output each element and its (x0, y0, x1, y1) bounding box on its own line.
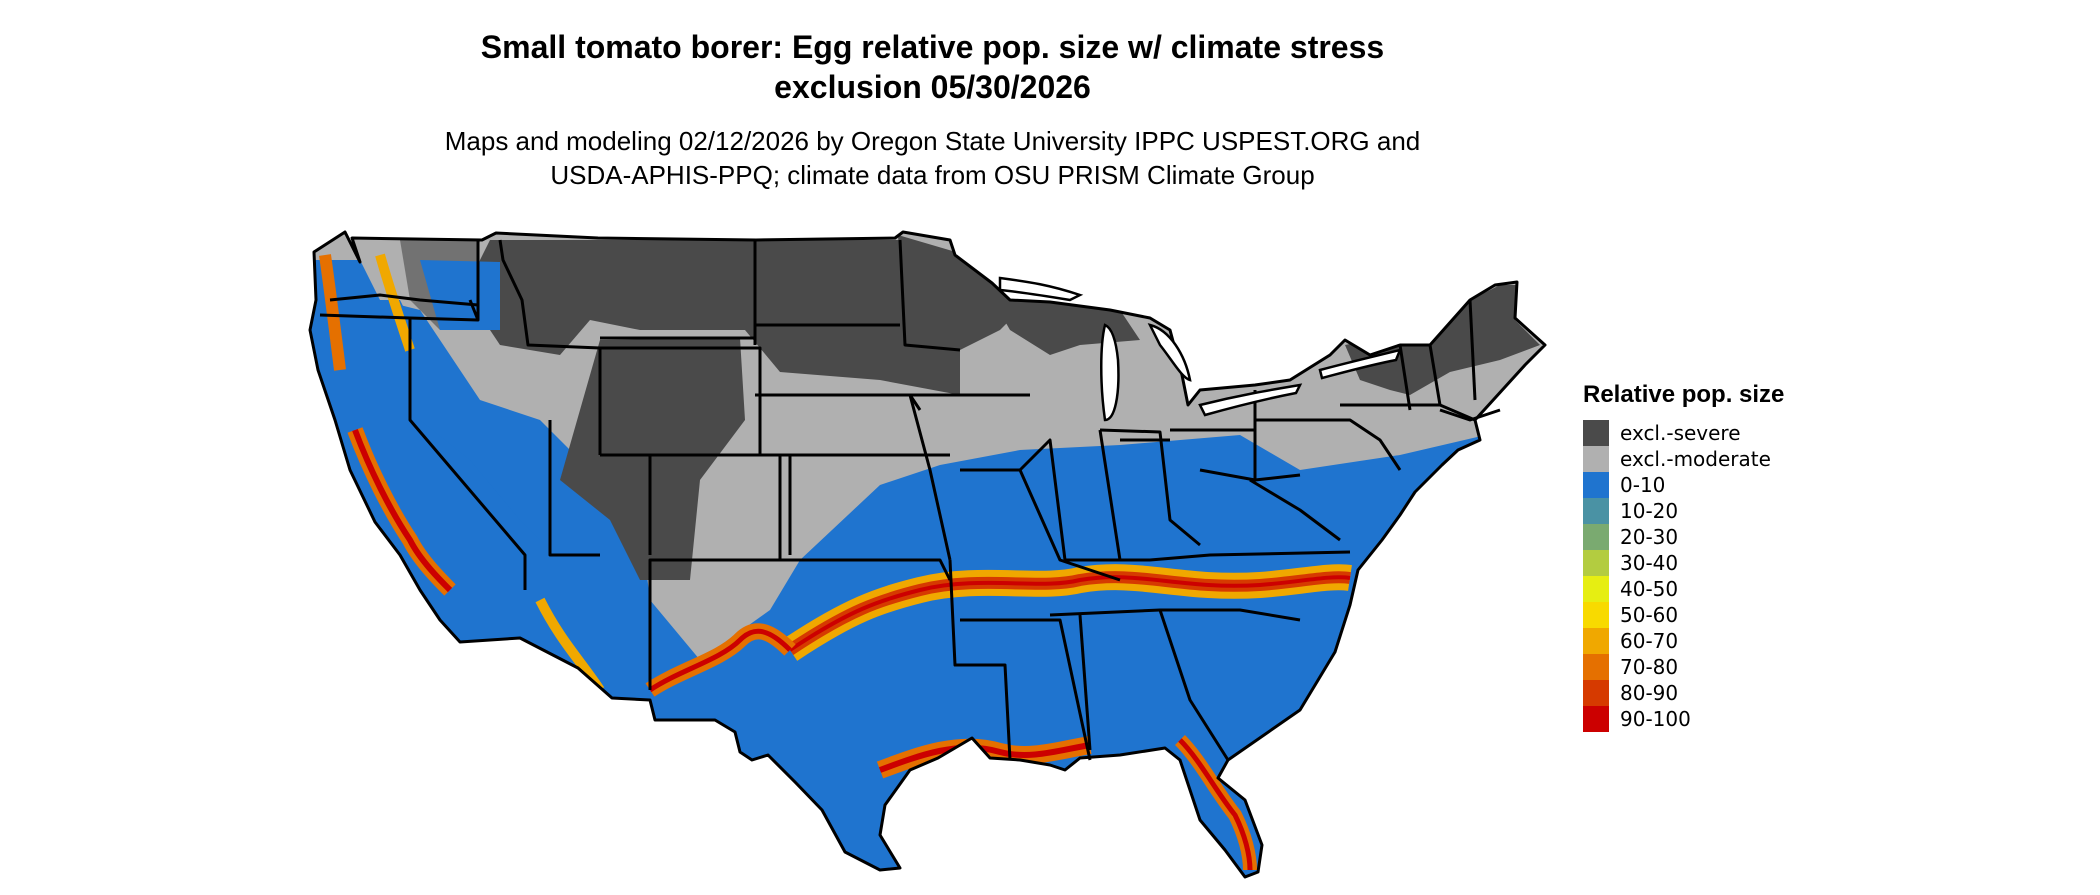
legend-label: 10-20 (1620, 499, 1679, 523)
legend-label: 70-80 (1620, 655, 1679, 679)
legend-label: 50-60 (1620, 603, 1679, 627)
legend-swatch (1583, 446, 1609, 472)
map-title-line-2: exclusion 05/30/2026 (774, 69, 1091, 105)
legend-label: 60-70 (1620, 629, 1679, 653)
legend-label: 30-40 (1620, 551, 1679, 575)
legend-swatch (1583, 576, 1609, 602)
map-subtitle-line-1: Maps and modeling 02/12/2026 by Oregon S… (444, 126, 1421, 156)
legend-swatch (1583, 472, 1609, 498)
legend-label: 0-10 (1620, 473, 1666, 497)
legend-title: Relative pop. size (1583, 381, 1785, 408)
legend-swatch (1583, 680, 1609, 706)
legend-swatch (1583, 706, 1609, 732)
map-subtitle-line-2: USDA-APHIS-PPQ; climate data from OSU PR… (550, 160, 1315, 190)
legend-swatch (1583, 550, 1609, 576)
legend-swatch (1583, 628, 1609, 654)
legend-swatch (1583, 420, 1609, 446)
legend-label: excl.-severe (1620, 421, 1741, 445)
legend-swatch (1583, 524, 1609, 550)
legend-swatch (1583, 498, 1609, 524)
map-title-line-1: Small tomato borer: Egg relative pop. si… (480, 29, 1385, 65)
us-population-map (308, 230, 1547, 879)
legend-label: 80-90 (1620, 681, 1679, 705)
legend-label: 90-100 (1620, 707, 1691, 731)
legend-swatch (1583, 602, 1609, 628)
legend-label: 40-50 (1620, 577, 1679, 601)
legend-label: 20-30 (1620, 525, 1679, 549)
legend-swatch (1583, 654, 1609, 680)
legend-label: excl.-moderate (1620, 447, 1771, 471)
